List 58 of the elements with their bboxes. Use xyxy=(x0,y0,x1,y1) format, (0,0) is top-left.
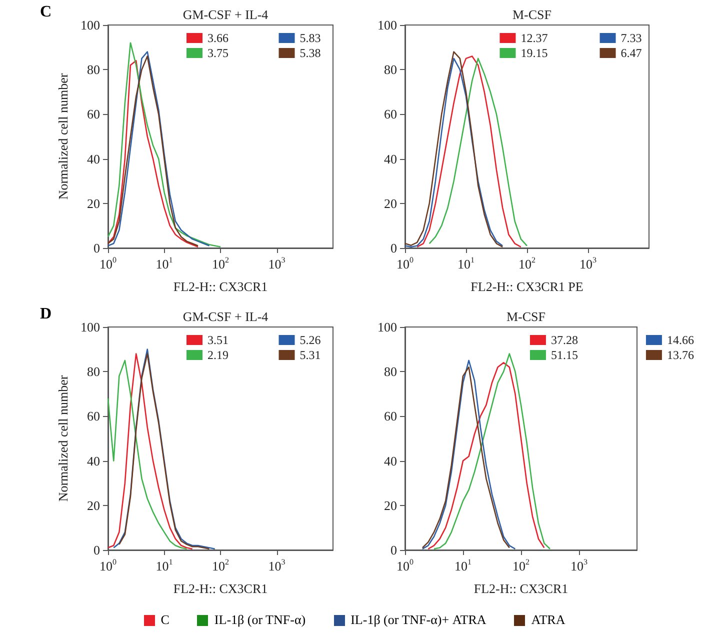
legend-label: 3.51 xyxy=(208,333,228,347)
y-tick-label: 0 xyxy=(94,240,100,256)
chart-title: GM-CSF + IL-4 xyxy=(182,7,269,22)
x-axis-title: FL2-H:: CX3CR1 xyxy=(173,581,268,596)
legend-label: 2.19 xyxy=(208,348,228,362)
chart-title: M-CSF xyxy=(512,7,552,22)
y-tick-label: 60 xyxy=(87,106,100,122)
y-tick-label: 20 xyxy=(384,196,397,211)
y-tick-label: 40 xyxy=(384,151,397,166)
y-tick-label: 20 xyxy=(87,196,100,211)
y-tick-label: 40 xyxy=(87,453,100,468)
legend-label: ATRA xyxy=(531,612,566,628)
text: C xyxy=(40,4,52,20)
line-series xyxy=(416,56,522,248)
x-axis-title: FL2-H:: CX3CR1 PE xyxy=(470,279,584,294)
y-tick-label: 60 xyxy=(384,106,397,122)
line-series xyxy=(428,58,528,246)
y-tick-label: 100 xyxy=(80,320,100,334)
y-tick-label: 60 xyxy=(87,408,100,424)
legend-label: 5.83 xyxy=(300,31,321,45)
legend-label: 13.76 xyxy=(666,348,694,362)
legend-label: 5.26 xyxy=(300,333,321,347)
y-tick-label: 100 xyxy=(80,18,100,32)
y-tick-label: 100 xyxy=(378,320,397,334)
legend-label: 51.15 xyxy=(550,348,578,362)
legend-label: 14.66 xyxy=(666,333,694,347)
legend-label: 7.33 xyxy=(620,31,642,45)
legend-label: 3.75 xyxy=(208,46,228,60)
legend-label: IL-1β (or TNF-α) xyxy=(214,612,306,628)
legend-label: IL-1β (or TNF-α)+ ATRA xyxy=(350,612,486,628)
y-tick-label: 0 xyxy=(94,542,100,558)
y-tick-label: 40 xyxy=(87,151,100,166)
y-tick-label: 80 xyxy=(384,364,397,380)
y-tick-label: 20 xyxy=(384,498,397,513)
y-tick-label: 80 xyxy=(384,62,397,78)
legend-label: 5.38 xyxy=(300,46,321,60)
y-tick-label: 60 xyxy=(384,408,397,424)
legend-label: 6.47 xyxy=(620,46,642,60)
y-tick-label: 20 xyxy=(87,498,100,513)
legend-label: 12.37 xyxy=(520,31,548,45)
y-axis-title: Normalized cell number xyxy=(56,374,71,502)
legend-label: 5.31 xyxy=(300,348,321,362)
chart-title: M-CSF xyxy=(506,309,546,324)
y-axis-title: Normalized cell number xyxy=(56,72,71,200)
y-tick-label: 40 xyxy=(384,453,397,468)
y-tick-label: 0 xyxy=(390,542,397,558)
y-tick-label: 80 xyxy=(87,364,100,380)
legend-label: 37.28 xyxy=(550,333,578,347)
y-tick-label: 80 xyxy=(87,62,100,78)
y-tick-label: 0 xyxy=(390,240,397,256)
legend-label: C xyxy=(160,612,170,628)
y-tick-label: 100 xyxy=(378,18,397,32)
chart-title: GM-CSF + IL-4 xyxy=(182,309,269,324)
legend-label: 3.66 xyxy=(208,31,228,45)
x-axis-title: FL2-H:: CX3CR1 xyxy=(474,581,568,596)
x-axis-title: FL2-H:: CX3CR1 xyxy=(173,279,268,294)
text: D xyxy=(40,306,52,322)
legend-label: 19.15 xyxy=(520,46,548,60)
